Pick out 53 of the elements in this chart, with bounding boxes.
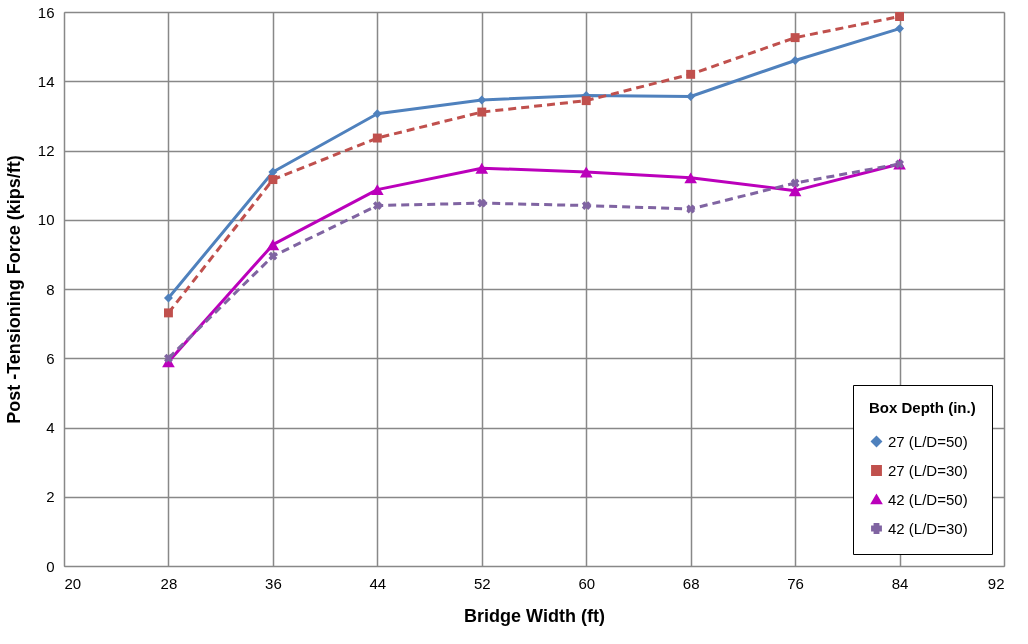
point [372,133,382,143]
point [895,24,905,34]
x-tick-label: 68 [682,574,700,592]
x-tick-label: 44 [369,574,387,592]
point [477,198,487,208]
y-tick-label: 16 [37,3,55,21]
y-tick-label: 4 [46,419,55,436]
point [581,201,591,210]
point [266,239,280,251]
legend-label: 27 (L/D=50) [888,432,968,450]
y-axis-title: Post -Tensioning Force (kips/ft) [3,155,24,424]
point [686,92,696,101]
point [372,109,382,119]
y-tick-label: 10 [37,211,55,229]
point [477,107,487,117]
point [686,204,696,214]
x-tick-label: 20 [64,574,82,592]
point [163,308,173,318]
point [268,167,278,177]
x-tick-label: 60 [578,574,596,592]
point [790,178,800,188]
point [475,162,489,174]
legend-label: 27 (L/D=30) [888,461,968,479]
y-tick-label: 12 [37,142,55,159]
y-tick-label: 8 [46,280,55,298]
point [790,56,800,65]
x-tick-label: 28 [160,574,178,592]
point [268,251,278,261]
point [788,185,802,197]
y-tick-label: 2 [46,488,55,506]
x-tick-label: 92 [987,574,1005,592]
point [686,69,696,79]
y-tick-label: 0 [46,557,55,575]
x-tick-label: 52 [473,574,491,592]
x-tick-label: 36 [265,574,282,592]
point [163,293,173,303]
point [790,33,800,43]
y-tick-label: 6 [46,349,55,367]
point [579,166,593,178]
point [164,353,173,363]
legend-label: 42 (L/D=30) [888,519,968,537]
x-axis-title: Bridge Width (ft) [464,605,605,626]
point [268,175,278,185]
point [895,12,905,21]
legend-label: 42 (L/D=50) [888,490,968,508]
x-tick-label: 84 [891,574,909,592]
legend-title: Box Depth (in.) [869,399,976,416]
point [581,96,591,106]
point [372,201,382,210]
x-tick-label: 76 [787,574,804,592]
y-tick-label: 14 [37,72,55,90]
point [371,184,384,196]
point [684,172,697,184]
